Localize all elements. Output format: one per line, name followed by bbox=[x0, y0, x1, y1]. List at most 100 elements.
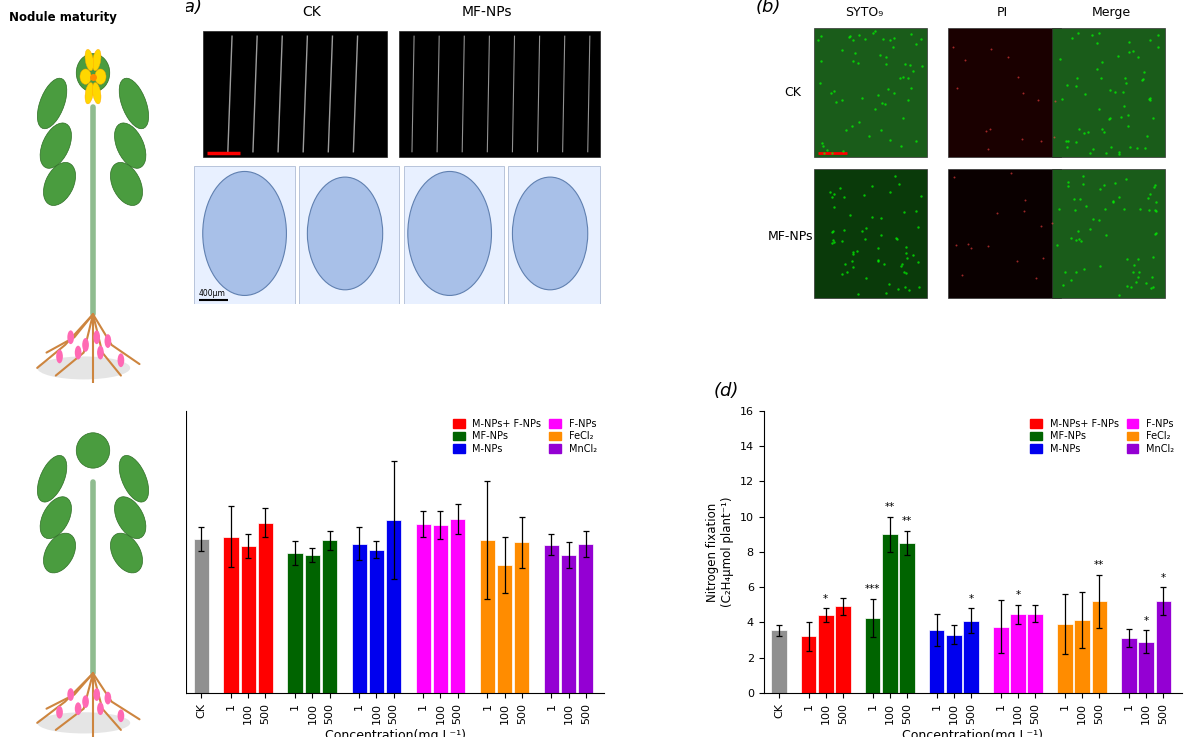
Bar bbox=[964, 621, 979, 693]
Point bbox=[1087, 37, 1106, 49]
Text: **: ** bbox=[1094, 560, 1104, 570]
Point bbox=[878, 83, 898, 95]
Ellipse shape bbox=[110, 162, 143, 206]
Point bbox=[844, 55, 863, 66]
Point bbox=[842, 255, 862, 267]
Point bbox=[868, 89, 887, 101]
Point bbox=[1058, 135, 1078, 147]
Point bbox=[1116, 71, 1135, 83]
Point bbox=[869, 254, 888, 266]
Bar bbox=[1156, 601, 1171, 693]
Ellipse shape bbox=[119, 78, 149, 129]
Point bbox=[834, 192, 853, 203]
Text: (a): (a) bbox=[178, 0, 203, 16]
Point bbox=[948, 82, 967, 94]
Text: *: * bbox=[968, 594, 973, 604]
Point bbox=[901, 28, 920, 40]
Point bbox=[982, 43, 1001, 55]
Point bbox=[823, 225, 842, 237]
Point bbox=[850, 116, 869, 128]
Y-axis label: Nitrogenase activity
(C₂H₄μmol.h⁻¹·g⁻¹): Nitrogenase activity (C₂H₄μmol.h⁻¹·g⁻¹) bbox=[128, 492, 156, 612]
Point bbox=[871, 124, 890, 136]
Point bbox=[1146, 179, 1165, 191]
Ellipse shape bbox=[92, 83, 101, 104]
Bar bbox=[450, 519, 466, 693]
X-axis label: Concentration(mg L⁻¹): Concentration(mg L⁻¹) bbox=[325, 729, 466, 737]
Point bbox=[1130, 203, 1150, 215]
Bar bbox=[415, 524, 431, 693]
Bar bbox=[240, 546, 256, 693]
Point bbox=[1033, 253, 1052, 265]
Point bbox=[908, 256, 928, 268]
Text: **: ** bbox=[902, 517, 912, 526]
Point bbox=[880, 134, 899, 146]
Point bbox=[1146, 228, 1165, 240]
Circle shape bbox=[104, 334, 112, 348]
Bar bbox=[1074, 620, 1090, 693]
Point bbox=[1075, 88, 1094, 100]
Bar bbox=[1027, 613, 1043, 693]
Point bbox=[809, 34, 828, 46]
Point bbox=[1120, 36, 1139, 48]
Point bbox=[834, 223, 853, 235]
Point bbox=[1128, 52, 1147, 63]
Point bbox=[1080, 147, 1099, 159]
Point bbox=[899, 284, 918, 296]
Point bbox=[875, 99, 894, 111]
Point bbox=[1142, 271, 1162, 283]
Point bbox=[1084, 144, 1103, 156]
Ellipse shape bbox=[37, 712, 130, 733]
Point bbox=[1141, 92, 1160, 104]
Point bbox=[1002, 167, 1021, 179]
Point bbox=[906, 136, 925, 147]
Point bbox=[856, 222, 875, 234]
Text: PI: PI bbox=[996, 7, 1008, 19]
Ellipse shape bbox=[77, 433, 109, 468]
Point bbox=[871, 229, 890, 241]
Ellipse shape bbox=[408, 172, 492, 296]
Point bbox=[979, 240, 998, 252]
Circle shape bbox=[74, 346, 82, 360]
Point bbox=[1067, 80, 1086, 91]
Legend: M-NPs+ F-NPs, MF-NPs, M-NPs, F-NPs, FeCl₂, MnCl₂: M-NPs+ F-NPs, MF-NPs, M-NPs, F-NPs, FeCl… bbox=[1027, 416, 1177, 456]
Circle shape bbox=[94, 688, 100, 701]
Point bbox=[1127, 276, 1146, 288]
Point bbox=[869, 255, 888, 267]
Text: (d): (d) bbox=[713, 382, 739, 399]
Ellipse shape bbox=[43, 533, 76, 573]
Point bbox=[893, 258, 912, 270]
Point bbox=[943, 41, 962, 53]
Point bbox=[906, 38, 925, 50]
Point bbox=[1144, 112, 1163, 124]
Point bbox=[1134, 66, 1153, 77]
Point bbox=[1146, 204, 1165, 216]
Bar bbox=[352, 544, 367, 693]
Point bbox=[1068, 27, 1087, 39]
Point bbox=[1090, 103, 1109, 115]
Point bbox=[908, 221, 928, 233]
FancyBboxPatch shape bbox=[299, 166, 400, 304]
Point bbox=[906, 205, 925, 217]
FancyBboxPatch shape bbox=[814, 28, 926, 158]
Point bbox=[876, 58, 895, 70]
Point bbox=[1140, 94, 1159, 106]
Point bbox=[841, 30, 860, 42]
Point bbox=[1120, 46, 1139, 57]
Point bbox=[823, 226, 842, 238]
Circle shape bbox=[67, 688, 74, 701]
Circle shape bbox=[104, 692, 112, 705]
Point bbox=[821, 186, 840, 198]
Point bbox=[887, 232, 906, 244]
Point bbox=[1141, 188, 1160, 200]
Point bbox=[1074, 128, 1093, 139]
Point bbox=[824, 85, 844, 97]
Point bbox=[822, 147, 841, 158]
Bar bbox=[1121, 638, 1136, 693]
FancyBboxPatch shape bbox=[400, 30, 600, 158]
FancyBboxPatch shape bbox=[403, 166, 504, 304]
Text: CK: CK bbox=[785, 86, 802, 99]
Point bbox=[824, 188, 844, 200]
Point bbox=[1052, 93, 1072, 105]
Point bbox=[850, 29, 869, 41]
FancyBboxPatch shape bbox=[194, 166, 295, 304]
